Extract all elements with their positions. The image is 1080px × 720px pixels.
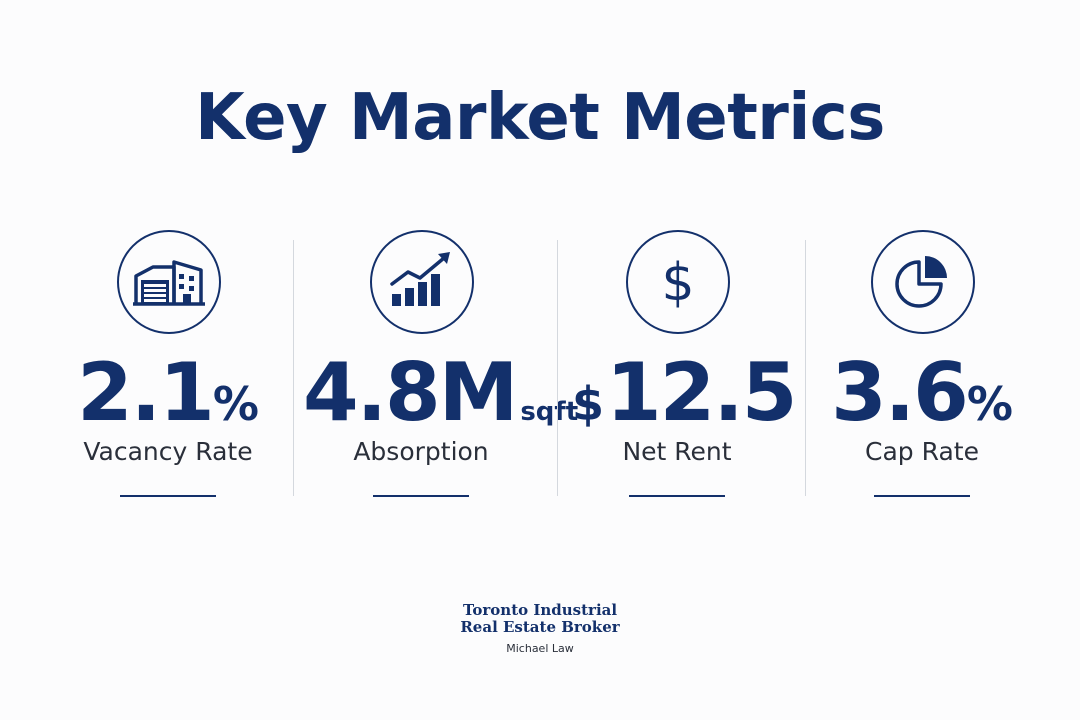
column-divider (293, 240, 294, 496)
brand-logo: Toronto Industrial Real Estate Broker Mi… (0, 602, 1080, 656)
dollar-icon: $ (626, 230, 730, 334)
metric-underline (373, 495, 469, 497)
page-title: Key Market Metrics (195, 81, 885, 155)
metric-underline (874, 495, 970, 497)
column-divider (805, 240, 806, 496)
brand-line-1: Toronto Industrial (462, 601, 618, 619)
column-divider (557, 240, 558, 496)
pie-chart-icon (871, 230, 975, 334)
metric-underline (629, 495, 725, 497)
metric-value: 3.6% (831, 346, 1013, 439)
metric-value: 2.1% (77, 346, 259, 439)
bar-chart-growth-icon (370, 230, 474, 334)
brand-line-2: Real Estate Broker (460, 618, 620, 636)
svg-text:$: $ (661, 253, 694, 313)
metric-absorption: 4.8M sqft Absorption (303, 230, 579, 510)
metric-cap-rate: 3.6% Cap Rate (822, 230, 1022, 510)
brand-name: Michael Law (506, 642, 574, 655)
metric-label: Absorption (353, 437, 489, 466)
metric-label: Net Rent (622, 437, 732, 466)
warehouse-icon (117, 230, 221, 334)
metric-label: Cap Rate (865, 437, 979, 466)
metric-underline (120, 495, 216, 497)
metric-label: Vacancy Rate (83, 437, 253, 466)
metric-net-rent: $ $12.5 Net Rent (572, 230, 797, 510)
metric-value: $12.5 (572, 346, 797, 439)
metric-vacancy-rate: 2.1% Vacancy Rate (68, 230, 268, 510)
metric-value: 4.8M sqft (303, 346, 579, 439)
